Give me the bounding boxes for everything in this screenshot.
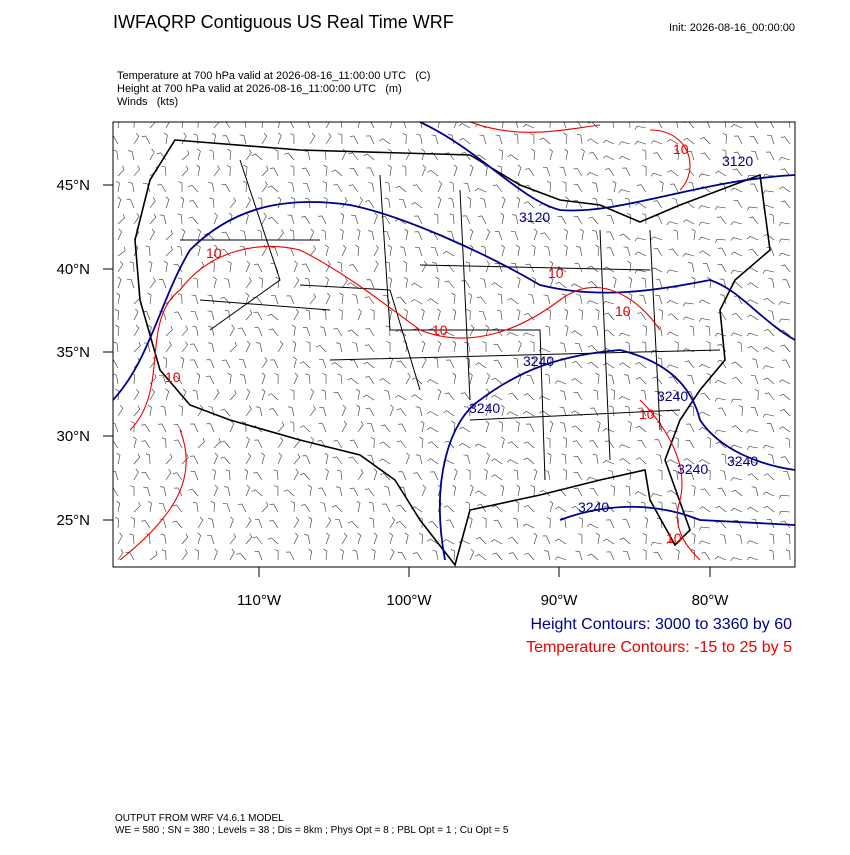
legend-height: Height Contours: 3000 to 3360 by 60: [530, 616, 792, 633]
lon-label: 110°W: [237, 592, 282, 609]
map-area: [113, 122, 795, 567]
axis-ticks: [103, 184, 711, 577]
height-label: 3120: [519, 209, 550, 225]
state-borders: [180, 159, 721, 481]
height-label: 3240: [727, 453, 758, 469]
height-label: 3120: [722, 153, 753, 169]
temp-label: 10: [206, 245, 222, 261]
height-contour: [113, 201, 795, 401]
temp-label: 10: [673, 141, 689, 157]
legend-temp: Temperature Contours: -15 to 25 by 5: [526, 639, 792, 656]
height-contour: [419, 122, 795, 212]
temp-label: 10: [165, 369, 181, 385]
temperature-contour: [119, 122, 701, 561]
lon-label: 100°W: [386, 592, 432, 609]
init: Init: 2026-08-16_00:00:00: [669, 22, 795, 34]
lat-label: 35°N: [56, 344, 90, 361]
lat-label: 25°N: [56, 512, 90, 529]
height-label: 3240: [578, 499, 609, 515]
height-label: 3240: [657, 388, 688, 404]
wind-barbs: [113, 122, 791, 561]
footer-line: WE = 580 ; SN = 380 ; Levels = 38 ; Dis …: [115, 825, 509, 836]
height-label: 3240: [677, 461, 708, 477]
lon-labels: 110°W 100°W 90°W 80°W: [237, 592, 729, 609]
field-line: Winds (kts): [117, 96, 178, 108]
lon-label: 80°W: [692, 592, 730, 609]
field-line: Temperature at 700 hPa valid at 2026-08-…: [117, 70, 430, 82]
height-label: 3240: [523, 353, 554, 369]
temp-label: 10: [639, 406, 655, 422]
lat-label: 30°N: [56, 428, 90, 445]
lat-labels: 45°N 40°N 35°N 30°N 25°N: [56, 177, 90, 529]
height-label: 3240: [469, 400, 500, 416]
lat-label: 45°N: [56, 177, 90, 194]
temp-label: 10: [432, 322, 448, 338]
field-line: Height at 700 hPa valid at 2026-08-16_11…: [117, 83, 402, 95]
map-frame: [112, 121, 796, 568]
title: IWFAQRP Contiguous US Real Time WRF: [113, 12, 454, 32]
temp-label: 10: [548, 265, 564, 281]
footer-line: OUTPUT FROM WRF V4.6.1 MODEL: [115, 813, 284, 824]
height-contour: [439, 349, 795, 561]
temp-label: 10: [615, 303, 631, 319]
lat-label: 40°N: [56, 261, 90, 278]
lon-label: 90°W: [541, 592, 579, 609]
temp-label: 10: [666, 530, 682, 546]
